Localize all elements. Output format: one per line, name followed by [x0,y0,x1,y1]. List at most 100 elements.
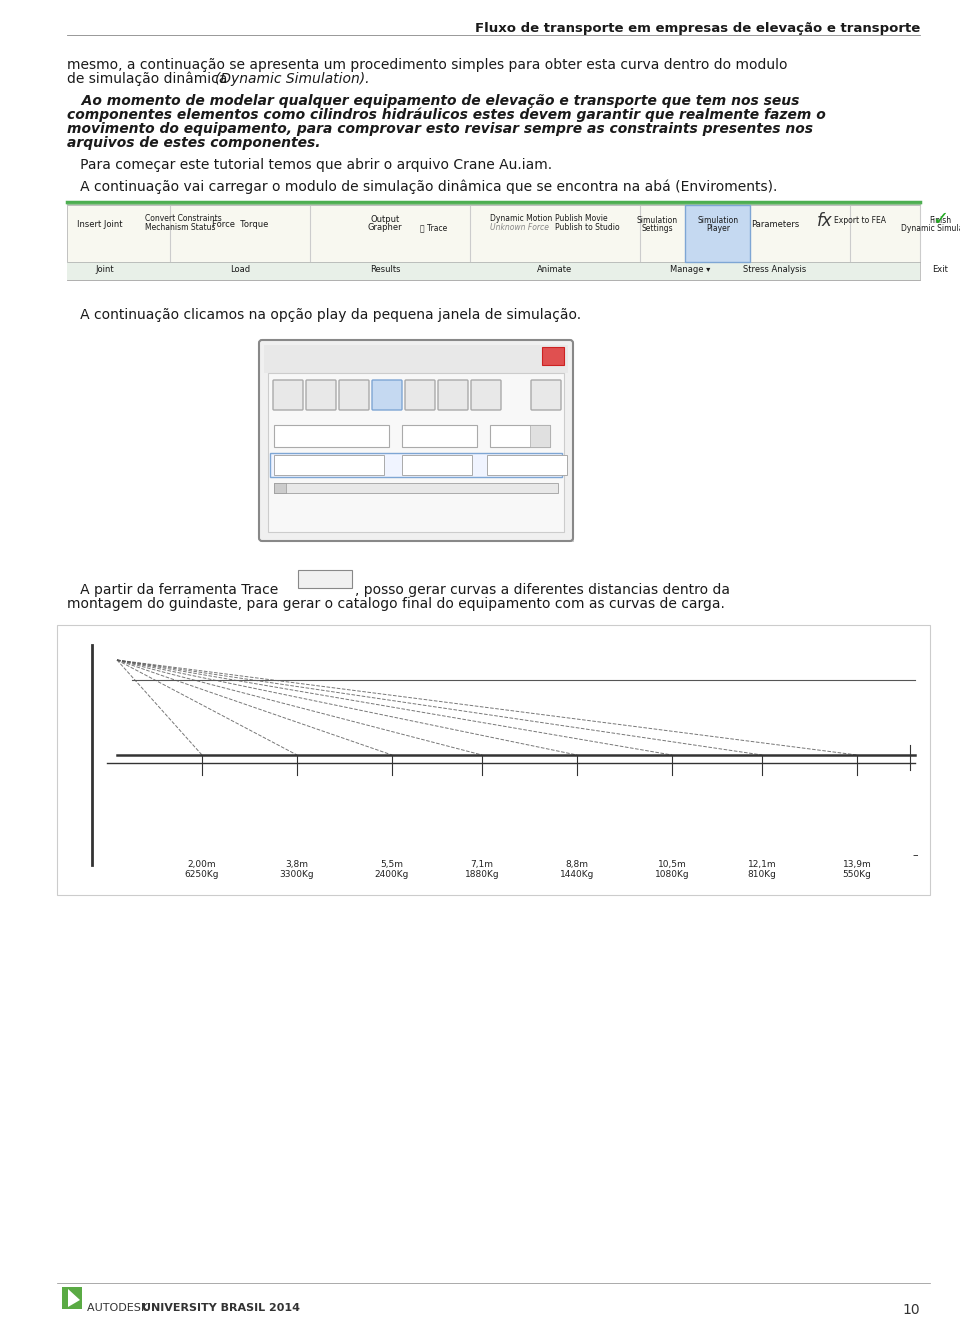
Text: Parameters: Parameters [751,220,799,230]
Bar [530,424,550,447]
Text: Joint: Joint [96,265,114,274]
Text: Insert Joint: Insert Joint [77,220,123,230]
Text: 1: 1 [495,430,502,442]
Text: |◄: |◄ [315,389,327,400]
Text: Force  Torque: Force Torque [212,220,268,230]
Text: arquivos de estes componentes.: arquivos de estes componentes. [67,136,321,150]
Text: Fluxo de transporte em empresas de elevação e transporte: Fluxo de transporte em empresas de eleva… [475,21,920,35]
Text: A continuação vai carregar o modulo de simulação dinâmica que se encontra na abá: A continuação vai carregar o modulo de s… [67,180,778,195]
Text: ▶: ▶ [383,389,392,400]
Bar [402,455,472,475]
Text: Grapher: Grapher [368,223,402,232]
Bar [542,346,564,365]
Text: Results: Results [370,265,400,274]
Text: Stress Analysis: Stress Analysis [743,265,806,274]
Text: ?: ? [542,388,550,402]
FancyBboxPatch shape [339,380,369,410]
FancyBboxPatch shape [405,380,435,410]
Text: Convert Constraints: Convert Constraints [145,214,222,223]
Text: 3,8m
3300Kg: 3,8m 3300Kg [279,860,314,880]
FancyBboxPatch shape [306,380,336,410]
Text: Dynamic Simulation: Dynamic Simulation [901,224,960,232]
Text: 1,000 s: 1,000 s [280,430,324,442]
Text: 10: 10 [902,1303,920,1317]
FancyBboxPatch shape [438,380,468,410]
Text: ▶|: ▶| [447,389,459,400]
Bar [487,455,567,475]
Text: AUTODESK: AUTODESK [87,1303,152,1313]
Text: Ao momento de modelar qualquer equipamento de elevação e transporte que tem nos : Ao momento de modelar qualquer equipamen… [67,94,800,107]
Text: Settings: Settings [641,224,673,232]
Text: ⊞: ⊞ [416,389,424,400]
Text: Unknown Force: Unknown Force [490,223,549,232]
Text: ~∨: ~∨ [303,573,319,584]
FancyBboxPatch shape [259,340,573,541]
Bar [490,424,550,447]
Polygon shape [68,1289,80,1307]
Text: Load: Load [230,265,250,274]
Text: 13,9m
550Kg: 13,9m 550Kg [843,860,872,880]
Text: 00:00:00: 00:00:00 [495,459,547,473]
Text: Export to FEA: Export to FEA [834,216,886,226]
Text: –: – [912,850,918,860]
Text: Para começar este tutorial temos que abrir o arquivo Crane Au.iam.: Para começar este tutorial temos que abr… [67,158,552,172]
Text: Trace: Trace [319,573,345,584]
Text: mesmo, a continuação se apresenta um procedimento simples para obter esta curva : mesmo, a continuação se apresenta um pro… [67,58,787,73]
Bar [67,205,920,279]
Bar [266,346,574,543]
Text: 0%: 0% [428,459,446,473]
Text: componentes elementos como cilindros hidráulicos estes devem garantir que realme: componentes elementos como cilindros hid… [67,107,826,122]
Text: (Dynamic Simulation).: (Dynamic Simulation). [215,73,370,86]
Text: 10,5m
1080Kg: 10,5m 1080Kg [655,860,689,880]
Bar [67,262,920,279]
Text: 12,1m
810Kg: 12,1m 810Kg [748,860,777,880]
Bar [57,624,930,894]
Text: A continuação clicamos na opção play da pequena janela de simulação.: A continuação clicamos na opção play da … [67,308,581,322]
Text: 100: 100 [429,430,451,442]
Text: movimento do equipamento, para comprovar esto revisar sempre as constraints pres: movimento do equipamento, para comprovar… [67,122,813,136]
Text: Output: Output [371,215,399,224]
Text: Mechanism Status: Mechanism Status [145,223,215,232]
Bar [264,345,568,373]
Text: 2,00m
6250Kg: 2,00m 6250Kg [184,860,219,880]
Text: Manage ▾: Manage ▾ [670,265,710,274]
Text: ◄◄: ◄◄ [477,389,494,400]
Text: ✓: ✓ [932,210,948,230]
Text: 7,1m
1880Kg: 7,1m 1880Kg [465,860,499,880]
Bar [270,453,562,477]
Text: 8,8m
1440Kg: 8,8m 1440Kg [560,860,594,880]
Text: ■: ■ [348,389,359,400]
Text: Publish to Studio: Publish to Studio [555,223,619,232]
Text: X: X [549,351,558,361]
Bar [268,373,564,532]
Text: Publish Movie: Publish Movie [555,214,608,223]
Text: Player: Player [706,224,730,232]
FancyBboxPatch shape [531,380,561,410]
FancyBboxPatch shape [273,380,303,410]
Bar [402,424,477,447]
Text: +↕: +↕ [278,389,298,400]
Bar [685,205,750,262]
Text: de simulação dinâmica: de simulação dinâmica [67,73,231,86]
Text: Simulation: Simulation [697,216,738,226]
Text: 5,5m
2400Kg: 5,5m 2400Kg [374,860,409,880]
Text: montagem do guindaste, para gerar o catalogo final do equipamento com as curvas : montagem do guindaste, para gerar o cata… [67,598,725,611]
FancyBboxPatch shape [372,380,402,410]
Text: fx: fx [817,212,833,230]
Text: A partir da ferramenta Trace: A partir da ferramenta Trace [67,583,278,598]
Bar [274,483,286,493]
Bar [274,483,558,493]
Bar [62,1287,82,1309]
Text: ▾: ▾ [538,431,542,441]
Text: , posso gerar curvas a diferentes distancias dentro da: , posso gerar curvas a diferentes distan… [355,583,730,598]
Text: Finish: Finish [929,216,951,226]
Text: UNIVERSITY BRASIL 2014: UNIVERSITY BRASIL 2014 [142,1303,300,1313]
FancyBboxPatch shape [298,569,352,588]
Text: Animate: Animate [538,265,572,274]
Text: Dynamic Motion: Dynamic Motion [490,214,552,223]
FancyBboxPatch shape [471,380,501,410]
Text: Exit: Exit [932,265,948,274]
Text: ⌕ Trace: ⌕ Trace [420,223,447,232]
Text: Simulation: Simulation [636,216,678,226]
Text: 0,00 s: 0,00 s [280,459,316,473]
